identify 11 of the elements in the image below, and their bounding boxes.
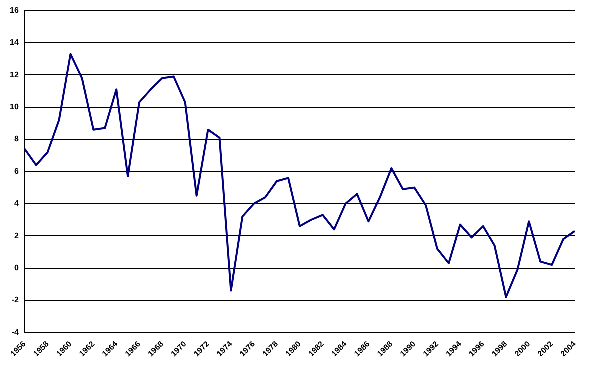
y-tick-label: 0 xyxy=(14,263,20,272)
y-tick-label: -2 xyxy=(12,296,20,305)
y-tick-label: 16 xyxy=(10,6,20,16)
y-tick-label: 4 xyxy=(14,199,20,208)
y-tick-label: 8 xyxy=(14,134,20,144)
y-tick-label: 14 xyxy=(10,38,20,48)
y-tick-label: 10 xyxy=(10,102,20,112)
y-tick-label: 6 xyxy=(14,166,20,176)
y-tick-label: -4 xyxy=(12,328,20,337)
y-tick-label: 2 xyxy=(14,231,20,240)
y-tick-label: 12 xyxy=(10,70,20,80)
